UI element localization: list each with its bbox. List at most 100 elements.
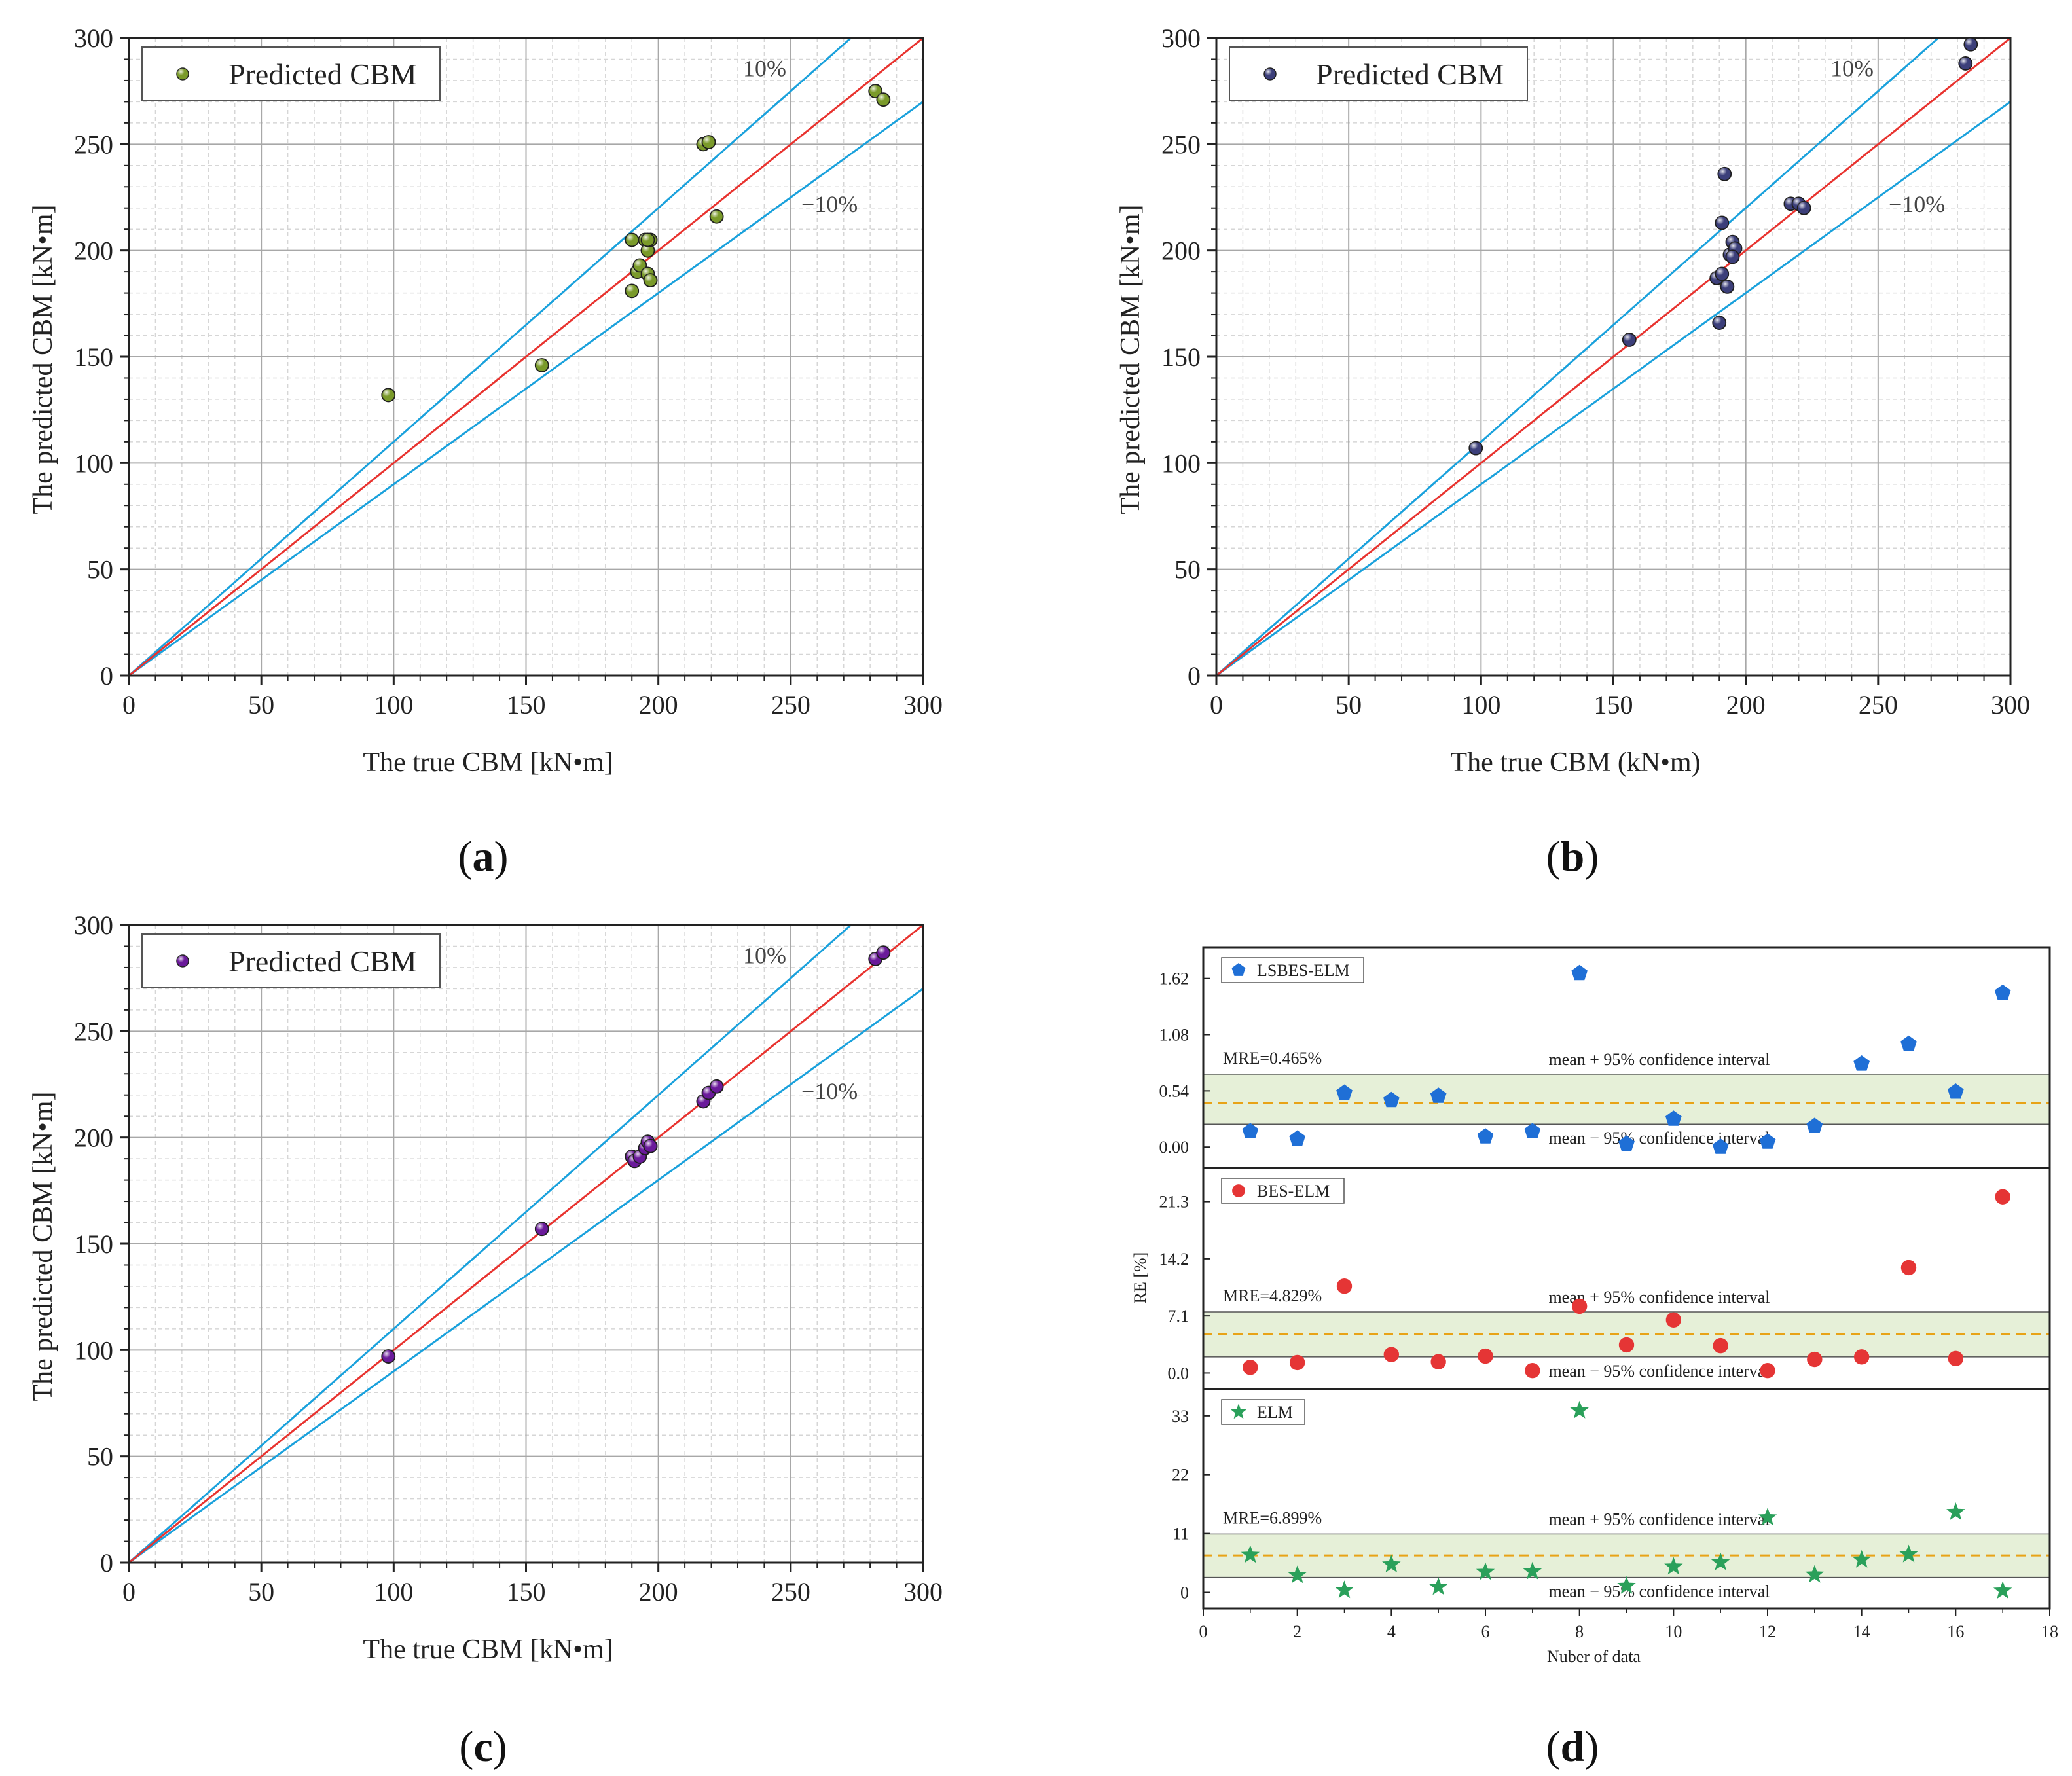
mre-label: MRE=0.465% — [1223, 1049, 1322, 1068]
data-point — [1852, 1549, 1871, 1568]
minus-10-percent-label: −10% — [801, 1078, 858, 1104]
y-tick-label: 0.54 — [1159, 1081, 1190, 1100]
data-point-highlight — [644, 1139, 657, 1153]
panel-label-paren: ) — [494, 833, 509, 880]
y-tick-label: 150 — [1161, 342, 1201, 372]
data-point — [1617, 1576, 1636, 1594]
y-tick-label: 1.62 — [1159, 970, 1190, 988]
plus-10-percent-line — [1216, 38, 1940, 676]
x-tick-label: 250 — [771, 690, 810, 719]
legend: Predicted CBM — [141, 933, 441, 988]
legend-box — [141, 933, 441, 988]
x-tick-label: 0 — [122, 690, 136, 719]
data-point-highlight — [1726, 250, 1739, 264]
x-tick-label: 100 — [374, 690, 413, 719]
y-tick-label: 11 — [1172, 1525, 1189, 1544]
panel-label-c: (c) — [459, 1723, 507, 1771]
reference-lines — [129, 925, 923, 1563]
data-points — [1241, 1400, 2012, 1599]
data-point-highlight — [644, 274, 657, 287]
y-tick-label: 250 — [74, 1017, 113, 1046]
x-tick-label: 200 — [1726, 690, 1766, 719]
legend-label: LSBES-ELM — [1257, 961, 1350, 980]
y-tick-label: 0.0 — [1168, 1364, 1190, 1383]
data-point-highlight — [1720, 280, 1734, 293]
y-axis-title: The predicted CBM [kN•m] — [1116, 204, 1146, 514]
y-tick-label: 100 — [74, 448, 113, 478]
data-point — [1994, 984, 2011, 1000]
data-points — [1468, 37, 1978, 456]
lower-band-label: mean − 95% confidence interval — [1548, 1129, 1770, 1148]
y-tick-label: 100 — [1161, 448, 1201, 478]
data-point — [1853, 1055, 1870, 1071]
data-point — [1383, 1091, 1400, 1108]
ticks: 0 50 100 150 200 250 300 0 50 100 150 200 250 300 — [74, 24, 943, 719]
panel-label-letter: d — [1561, 1723, 1585, 1771]
y-tick-label: 50 — [87, 555, 113, 585]
x-tick-label: 150 — [507, 1577, 546, 1606]
x-tick-label: 8 — [1575, 1622, 1584, 1641]
plus-10-percent-label: 10% — [1830, 55, 1874, 81]
x-tick-label: 2 — [1293, 1622, 1301, 1641]
panel-label-paren: ( — [1546, 1723, 1561, 1771]
y-tick-label: 300 — [74, 911, 113, 940]
panel-label-paren: ( — [1546, 833, 1561, 880]
data-point — [1382, 1555, 1401, 1573]
x-tick-label: 0 — [1199, 1622, 1208, 1641]
y-tick-label: 200 — [1161, 236, 1201, 266]
data-point — [1993, 1581, 2012, 1599]
data-point — [1476, 1562, 1495, 1580]
identity-line — [129, 38, 923, 676]
minus-10-percent-label: −10% — [1889, 191, 1945, 217]
y-tick-label: 150 — [74, 342, 113, 372]
y-axis-title: RE [%] — [1131, 1252, 1150, 1304]
y-axis-title: The predicted CBM [kN•m] — [28, 1091, 58, 1401]
minus-10-percent-line — [129, 988, 923, 1563]
panel-label-paren: ) — [1584, 1723, 1599, 1771]
ticks: 0 50 100 150 200 250 300 0 50 100 150 200 250 300 — [74, 911, 943, 1606]
y-tick-label: 21.3 — [1159, 1193, 1190, 1212]
x-tick-label: 50 — [1336, 690, 1362, 719]
y-tick-label: 250 — [74, 130, 113, 159]
data-point — [1243, 1360, 1258, 1375]
legend-label: Predicted CBM — [228, 945, 416, 978]
data-point — [1570, 1400, 1589, 1419]
legend-box — [1229, 46, 1528, 101]
x-tick-label: 150 — [507, 690, 546, 719]
x-tick-label: 150 — [1594, 690, 1633, 719]
y-tick-label: 1.08 — [1159, 1026, 1190, 1045]
data-point — [1571, 1298, 1588, 1314]
data-point — [1807, 1351, 1823, 1368]
upper-band-label: mean + 95% confidence interval — [1548, 1050, 1770, 1069]
data-points — [1243, 1189, 2010, 1379]
legend-marker-highlight — [1264, 68, 1276, 80]
ticks: 0 50 100 150 200 250 300 0 50 100 150 200 250 300 — [1161, 24, 2030, 719]
legend-marker — [1232, 1184, 1245, 1197]
data-point — [1760, 1363, 1775, 1379]
data-point — [1665, 1110, 1682, 1126]
data-point — [1712, 1138, 1729, 1154]
x-tick-label: 18 — [2041, 1622, 2058, 1641]
data-point — [1336, 1084, 1353, 1100]
x-tick-label: 200 — [639, 690, 678, 719]
x-tick-label: 14 — [1853, 1622, 1870, 1641]
panel-label-letter: c — [473, 1723, 492, 1771]
plus-10-percent-label: 10% — [743, 55, 786, 81]
x-tick-label: 200 — [639, 1577, 678, 1606]
panel-label-paren: ) — [1584, 833, 1599, 880]
data-point-highlight — [877, 946, 890, 960]
data-point — [1618, 1135, 1635, 1151]
subplot-elm: 0 11 22 33 MRE=6.899% mean + 95% confidence i… — [1172, 1388, 2051, 1610]
data-point-highlight — [1622, 333, 1636, 347]
data-point-highlight — [535, 358, 549, 372]
y-tick-label: 33 — [1172, 1407, 1189, 1426]
y-tick-label: 200 — [74, 1123, 113, 1153]
data-point — [1288, 1565, 1307, 1584]
lower-band-label: mean − 95% confidence interval — [1548, 1582, 1770, 1601]
x-tick-label: 12 — [1759, 1622, 1776, 1641]
y-tick-label: 150 — [74, 1229, 113, 1259]
data-point — [1758, 1508, 1777, 1526]
reference-lines — [129, 38, 923, 676]
legend-label: Predicted CBM — [228, 58, 416, 91]
data-points — [381, 84, 891, 403]
